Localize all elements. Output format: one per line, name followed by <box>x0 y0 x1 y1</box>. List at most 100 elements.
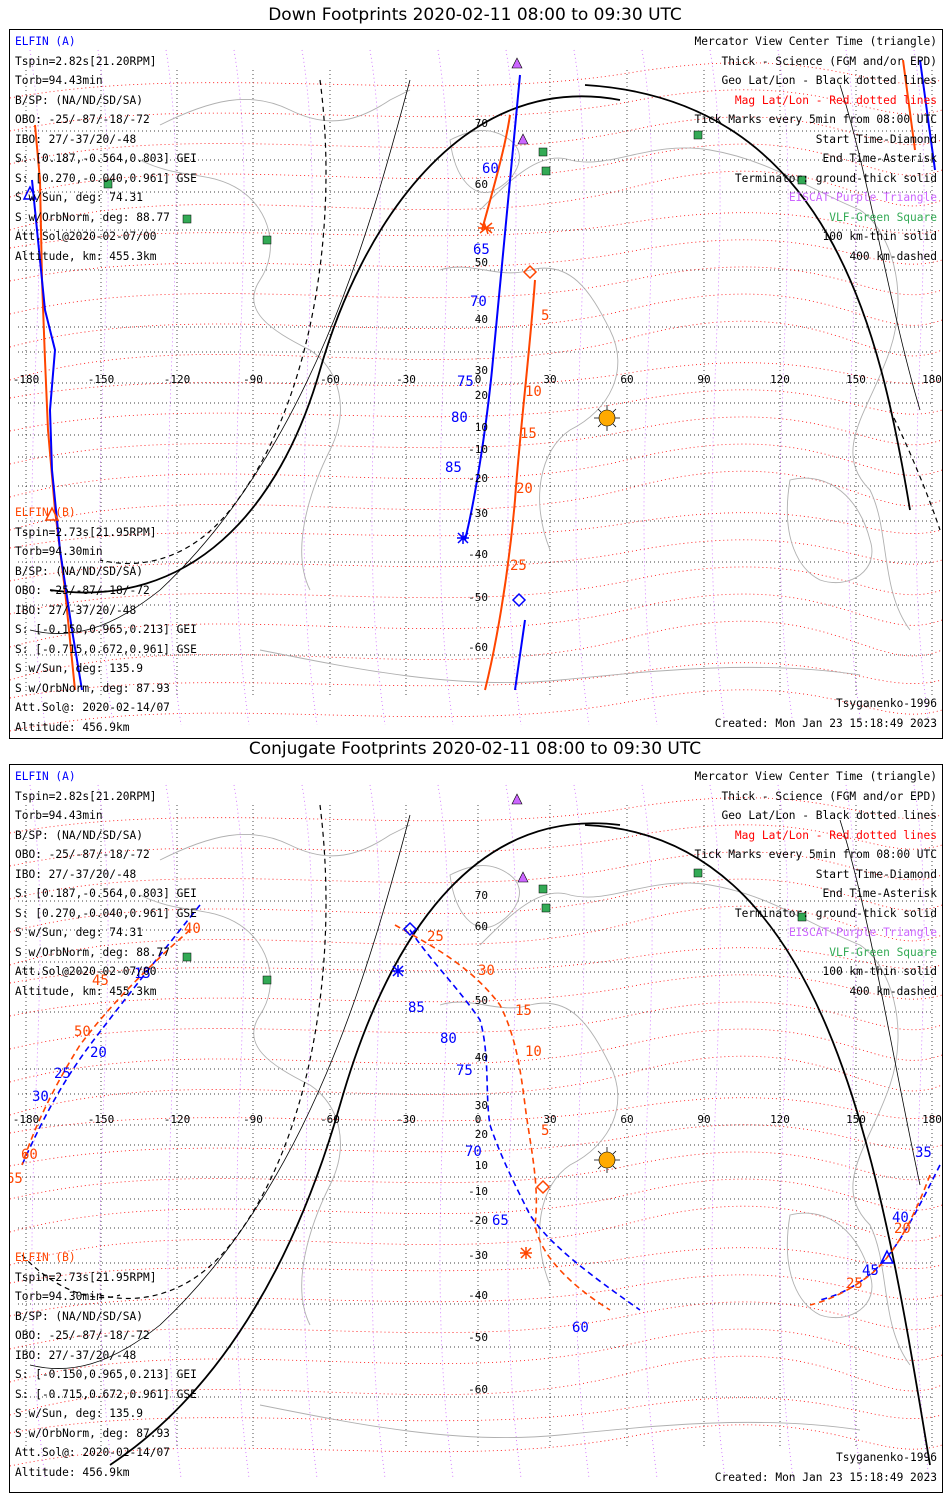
elfin-b-track <box>394 924 611 1311</box>
info-line: Torb=94.43min <box>15 809 103 822</box>
mag-lat-line <box>10 470 942 531</box>
mag-lon-line <box>505 784 522 1479</box>
lon-tick-label: -120 <box>164 373 191 386</box>
track-time-label: 45 <box>92 973 109 989</box>
elfin-b-label: ELFIN (B) <box>15 506 76 519</box>
track-time-label: 75 <box>456 1063 473 1079</box>
track-time-label: 10 <box>525 384 542 400</box>
lat-tick-label: 70 <box>475 889 488 902</box>
legend-line: Terminator: ground-thick solid <box>734 906 937 920</box>
info-line: S w/OrbNorm, deg: 88.77 <box>15 210 170 224</box>
lat-tick-label: 30 <box>475 1099 488 1112</box>
sun-icon <box>594 405 620 431</box>
track-time-label: 40 <box>184 921 201 937</box>
info-line: Torb=94.30min <box>15 545 103 558</box>
elfin-b-info: ELFIN (B) Tspin=2.73s[21.95RPM] Torb=94.… <box>15 1248 197 1482</box>
info-line: S: [0.187,-0.564,0.803] GEI <box>15 887 197 900</box>
elfin-a-info: ELFIN (A) Tspin=2.82s[21.20RPM] Torb=94.… <box>15 32 197 266</box>
mag-lon-line <box>437 784 454 1479</box>
mag-lat-line <box>10 1055 942 1116</box>
legend-line: VLF-Green Square <box>829 945 937 959</box>
mag-lon-line <box>573 784 590 1479</box>
info-line: Torb=94.43min <box>15 74 103 87</box>
track-time-label: 85 <box>408 1000 425 1016</box>
track-time-label: 65 <box>10 1171 23 1187</box>
lon-tick-label: 180 <box>922 1113 942 1126</box>
info-line: B/SP: (NA/ND/SD/SA) <box>15 564 143 578</box>
mag-lon-line <box>301 784 318 1479</box>
end-asterisk-icon <box>392 965 404 977</box>
info-line: IBO: 27/-37/20/-48 <box>15 1348 137 1362</box>
coastlines <box>139 89 911 684</box>
track-time-label: 60 <box>482 161 499 177</box>
top-panel-title: Down Footprints 2020-02-11 08:00 to 09:3… <box>268 5 682 25</box>
lon-tick-label: -180 <box>13 1113 40 1126</box>
model-info: Tsyganenko-1996 Created: Mon Jan 23 15:1… <box>715 1448 937 1487</box>
info-line: Att.Sol@: 2020-02-14/07 <box>15 701 170 714</box>
legend-line: Tick Marks every 5min from 08:00 UTC <box>694 113 937 126</box>
info-line: Altitude, km: 455.3km <box>15 984 157 998</box>
center-triangle-icon <box>44 506 60 521</box>
center-triangle-icon <box>879 1249 895 1264</box>
lat-tick-label: -30 <box>468 1249 488 1262</box>
start-diamond-icon <box>402 921 418 937</box>
info-line: Altitude: 456.9km <box>15 720 130 734</box>
legend-line: Terminator: ground-thick solid <box>734 171 937 185</box>
mag-lat-line <box>10 905 942 966</box>
track-time-label: 70 <box>470 294 487 310</box>
track-time-label: 15 <box>520 426 537 442</box>
lon-tick-label: -90 <box>243 373 263 386</box>
lat-tick-label: -60 <box>468 641 488 654</box>
mag-lat-line <box>10 212 942 249</box>
track-time-label: 30 <box>32 1089 49 1105</box>
mag-lat-line <box>10 512 942 549</box>
eiscat-triangle-icon <box>517 871 529 883</box>
down-footprints-panel: 60 65 70 75 80 85 5 10 15 20 25 -180 -150… <box>9 29 943 739</box>
info-line: IBO: 27/-37/20/-48 <box>15 603 137 617</box>
elfin-a-track-east <box>819 1164 941 1301</box>
lon-tick-label: -90 <box>243 1113 263 1126</box>
created-label: Created: Mon Jan 23 15:18:49 2023 <box>714 716 937 730</box>
markers <box>182 793 895 1264</box>
elfin-b-track-west <box>21 929 191 1166</box>
mag-lat-line <box>10 170 942 231</box>
mag-lat-line <box>10 1097 942 1134</box>
track-time-label: 80 <box>451 410 468 426</box>
lat-tick-label: 20 <box>475 389 488 402</box>
lat-tick-label: 70 <box>475 117 488 130</box>
legend-line: End Time-Asterisk <box>822 887 937 900</box>
end-asterisk-icon <box>520 1247 532 1259</box>
track-time-label: 65 <box>492 1213 509 1229</box>
info-line: B/SP: (NA/ND/SD/SA) <box>15 93 143 107</box>
track-time-label: 85 <box>445 460 462 476</box>
track-time-label: 60 <box>21 1147 38 1163</box>
legend-line: End Time-Asterisk <box>822 152 937 165</box>
mag-lat-line <box>10 797 942 834</box>
lon-tick-label: 0 <box>475 373 482 386</box>
track-time-label: 60 <box>572 1320 589 1336</box>
info-line: Tspin=2.82s[21.20RPM] <box>15 54 157 68</box>
eiscat-triangle-icon <box>511 57 523 69</box>
mag-lat-line <box>10 662 942 699</box>
lon-tick-label: -60 <box>320 1113 340 1126</box>
center-triangle-icon <box>22 185 38 200</box>
legend-line: Mag Lat/Lon - Red dotted lines <box>734 93 937 107</box>
track-time-label: 15 <box>515 1003 532 1019</box>
legend: Mercator View Center Time (triangle) Thi… <box>695 767 937 1001</box>
lat-tick-label: -10 <box>468 443 488 456</box>
vlf-square-icon <box>693 130 703 140</box>
satellite-tracks <box>31 59 936 691</box>
track-time-label: 10 <box>525 1044 542 1060</box>
start-diamond-icon <box>511 592 527 608</box>
lon-tick-label: -120 <box>164 1113 191 1126</box>
track-time-label: 80 <box>440 1031 457 1047</box>
legend-line: 400 km-dashed <box>849 984 937 998</box>
lon-tick-label: 180 <box>922 373 942 386</box>
vlf-square-icon <box>103 179 113 189</box>
eiscat-triangle-icon <box>511 793 523 805</box>
track-time-label: 20 <box>90 1045 107 1061</box>
vlf-square-icon <box>797 175 807 185</box>
elfin-a-track-west <box>21 904 201 1166</box>
track-time-label: 50 <box>74 1024 91 1040</box>
mag-lat-line <box>10 362 942 399</box>
